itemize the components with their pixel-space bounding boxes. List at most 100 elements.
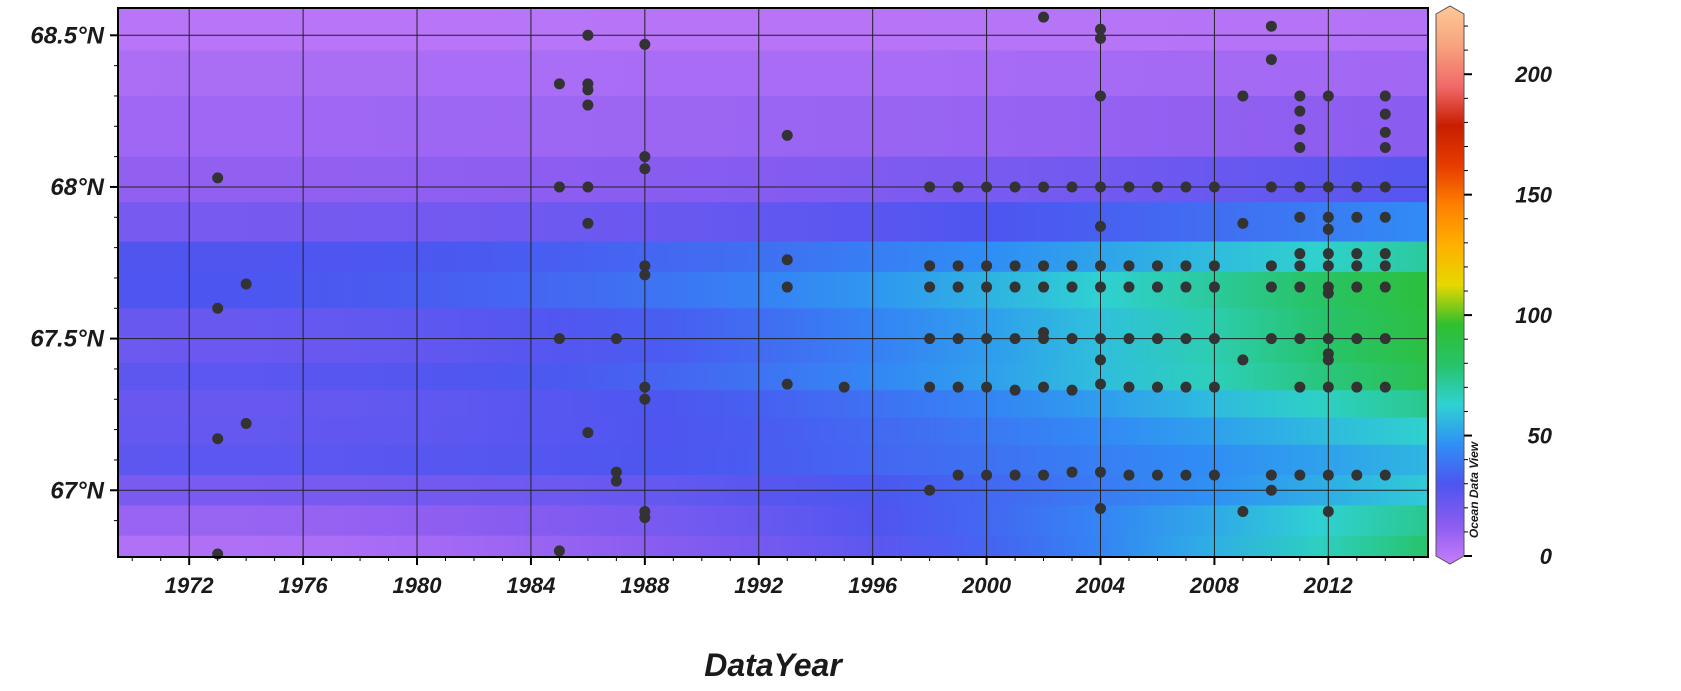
station-point — [1180, 181, 1192, 193]
station-point — [1294, 281, 1306, 293]
station-point — [1151, 333, 1163, 345]
station-point — [1009, 469, 1021, 481]
station-point — [1151, 181, 1163, 193]
station-point — [1038, 181, 1050, 193]
station-point — [838, 381, 850, 393]
heatmap-band — [118, 505, 1428, 537]
station-point — [1066, 260, 1078, 272]
station-point — [1379, 181, 1391, 193]
station-point — [781, 281, 793, 293]
station-point — [1351, 211, 1363, 223]
station-point — [1208, 381, 1220, 393]
station-point — [1180, 260, 1192, 272]
station-point — [1123, 469, 1135, 481]
station-point — [639, 151, 651, 163]
station-point — [1379, 211, 1391, 223]
station-point — [1265, 181, 1277, 193]
station-point — [952, 469, 964, 481]
station-point — [1038, 11, 1050, 23]
x-tick-label: 1992 — [734, 573, 784, 598]
colorbar-tick-label: 200 — [1514, 62, 1552, 87]
station-point — [1322, 211, 1334, 223]
heatmap-band — [118, 362, 1428, 392]
x-tick-label: 1988 — [620, 573, 670, 598]
x-tick-label: 1972 — [165, 573, 215, 598]
station-point — [1379, 381, 1391, 393]
station-point — [1180, 281, 1192, 293]
station-point — [981, 381, 993, 393]
station-point — [1208, 469, 1220, 481]
station-point — [553, 78, 565, 90]
station-point — [1095, 502, 1106, 514]
station-point — [1265, 484, 1277, 496]
station-point — [1322, 469, 1334, 481]
station-point — [1095, 90, 1106, 102]
station-point — [1322, 287, 1334, 299]
station-point — [1066, 466, 1078, 478]
station-point — [582, 181, 594, 193]
colorbar-tick-label: 0 — [1540, 544, 1553, 569]
station-point — [1123, 333, 1135, 345]
station-point — [1095, 32, 1106, 44]
station-point — [582, 84, 594, 96]
station-point — [981, 260, 993, 272]
station-point — [1095, 281, 1106, 293]
station-point — [1095, 378, 1106, 390]
station-point — [1066, 384, 1078, 396]
station-point — [1265, 281, 1277, 293]
station-point — [924, 484, 936, 496]
station-point — [1237, 506, 1249, 518]
station-point — [1379, 333, 1391, 345]
station-points — [212, 11, 1391, 560]
station-point — [610, 475, 622, 487]
station-point — [1009, 281, 1021, 293]
station-point — [1379, 248, 1391, 260]
station-point — [639, 163, 651, 175]
station-point — [924, 281, 936, 293]
y-axis-ticks: 67°N 67.5°N 68°N 68.5°N — [30, 22, 118, 522]
station-point — [1123, 260, 1135, 272]
y-tick-label: 67.5°N — [30, 326, 104, 353]
station-point — [1151, 260, 1163, 272]
heatmap-band — [118, 390, 1428, 419]
station-point — [1095, 181, 1106, 193]
station-point — [1095, 23, 1106, 35]
station-point — [1322, 381, 1334, 393]
station-point — [1379, 469, 1391, 481]
x-tick-label: 2008 — [1189, 573, 1240, 598]
station-point — [781, 378, 793, 390]
station-point — [1294, 333, 1306, 345]
station-point — [952, 260, 964, 272]
y-tick-label: 67°N — [50, 477, 104, 504]
station-point — [212, 302, 224, 314]
station-point — [1066, 181, 1078, 193]
station-point — [1123, 181, 1135, 193]
station-point — [1379, 126, 1391, 138]
station-point — [582, 29, 594, 41]
station-point — [981, 333, 993, 345]
station-point — [981, 469, 993, 481]
colorbar-tick-label: 50 — [1528, 424, 1553, 449]
plot-frame — [117, 7, 1429, 558]
station-point — [1180, 469, 1192, 481]
heatmap-band — [118, 8, 1428, 52]
station-point — [1208, 181, 1220, 193]
station-point — [1208, 281, 1220, 293]
x-tick-label: 1980 — [393, 573, 443, 598]
x-tick-label: 1996 — [848, 573, 898, 598]
station-point — [1208, 333, 1220, 345]
station-point — [1294, 469, 1306, 481]
station-point — [1066, 281, 1078, 293]
station-point — [1095, 354, 1106, 366]
station-point — [1066, 333, 1078, 345]
station-point — [1009, 384, 1021, 396]
station-point — [582, 427, 594, 439]
station-point — [553, 333, 565, 345]
station-point — [1322, 223, 1334, 235]
station-point — [1038, 281, 1050, 293]
station-point — [781, 129, 793, 141]
station-point — [1095, 260, 1106, 272]
station-point — [1294, 105, 1306, 117]
